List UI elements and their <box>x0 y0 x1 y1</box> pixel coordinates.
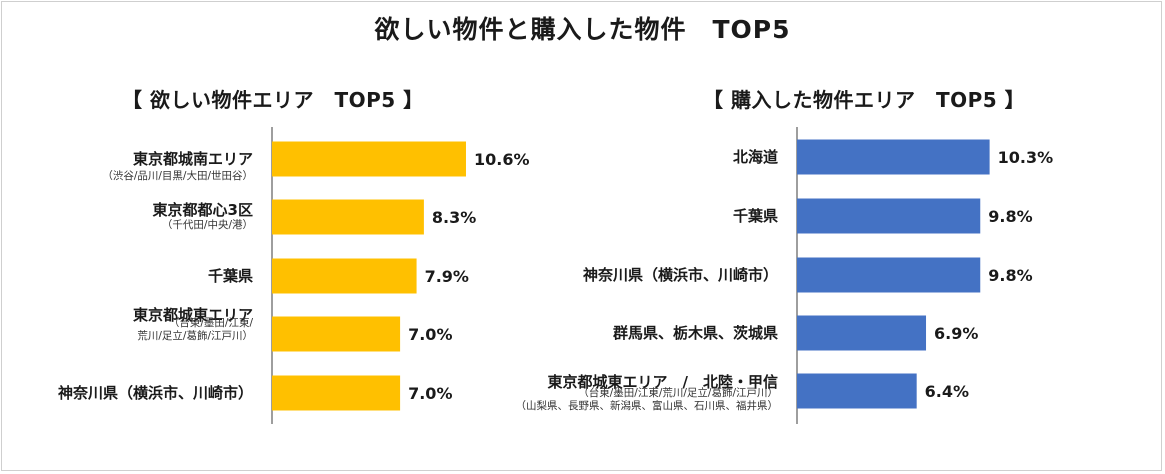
right-value-label-2: 9.8% <box>988 207 1032 226</box>
left-category-note-4-1: （台東/墨田/江東/ <box>169 316 254 329</box>
right-category-label-5: 東京都城東エリア / 北陸・甲信 <box>548 373 778 391</box>
left-value-label-2: 8.3% <box>432 208 476 227</box>
right-value-label-3: 9.8% <box>988 266 1032 285</box>
left-category-label-3: 千葉県 <box>208 267 253 285</box>
left-value-label-4: 7.0% <box>408 325 452 344</box>
right-bar-2 <box>797 198 981 234</box>
right-category-note-5-1: （台東/墨田/江東/荒川/足立/葛飾/江戸川） <box>578 386 778 399</box>
left-chart-title: 【 欲しい物件エリア TOP5 】 <box>122 88 424 112</box>
right-value-label-4: 6.9% <box>934 324 978 343</box>
left-category-note-2-1: （千代田/中央/港） <box>162 218 253 231</box>
left-category-note-4-2: 荒川/足立/葛飾/江戸川） <box>137 329 253 342</box>
main-title: 欲しい物件と購入した物件 TOP5 <box>374 15 791 44</box>
right-category-label-1: 北海道 <box>733 148 778 166</box>
right-value-label-1: 10.3% <box>998 148 1054 167</box>
left-category-note-1-1: （渋谷/品川/目黒/大田/世田谷） <box>102 169 253 182</box>
right-category-label-2: 千葉県 <box>733 207 778 225</box>
left-value-label-5: 7.0% <box>408 384 452 403</box>
left-bar-3 <box>272 258 417 294</box>
right-category-label-3: 神奈川県（横浜市、川崎市） <box>583 266 778 284</box>
left-category-label-1: 東京都城南エリア <box>133 150 253 168</box>
left-bar-1 <box>272 141 466 177</box>
left-category-label-2: 東京都都心3区 <box>153 201 253 219</box>
left-value-label-1: 10.6% <box>474 150 530 169</box>
right-bar-4 <box>797 315 927 351</box>
right-category-label-4: 群馬県、栃木県、茨城県 <box>613 324 778 342</box>
left-bar-4 <box>272 316 401 352</box>
left-category-label-4: 東京都城東エリア <box>133 306 253 324</box>
left-category-label-5: 神奈川県（横浜市、川崎市） <box>58 384 253 402</box>
right-bar-5 <box>797 373 917 409</box>
right-bar-1 <box>797 139 990 175</box>
right-value-label-5: 6.4% <box>925 382 969 401</box>
left-bar-2 <box>272 199 424 235</box>
right-category-note-5-2: （山梨県、長野県、新潟県、富山県、石川県、福井県） <box>516 399 779 412</box>
right-bar-3 <box>797 257 981 293</box>
left-value-label-3: 7.9% <box>425 267 469 286</box>
left-bar-5 <box>272 375 401 411</box>
right-chart-title: 【 購入した物件エリア TOP5 】 <box>703 88 1026 112</box>
